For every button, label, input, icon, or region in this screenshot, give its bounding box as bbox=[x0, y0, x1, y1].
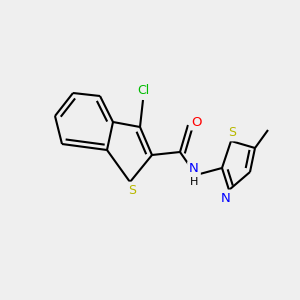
Text: O: O bbox=[191, 116, 201, 128]
Text: Cl: Cl bbox=[137, 85, 149, 98]
Text: S: S bbox=[128, 184, 136, 196]
Text: S: S bbox=[228, 127, 236, 140]
Text: N: N bbox=[189, 163, 199, 176]
Text: H: H bbox=[190, 177, 198, 187]
Text: N: N bbox=[221, 191, 231, 205]
